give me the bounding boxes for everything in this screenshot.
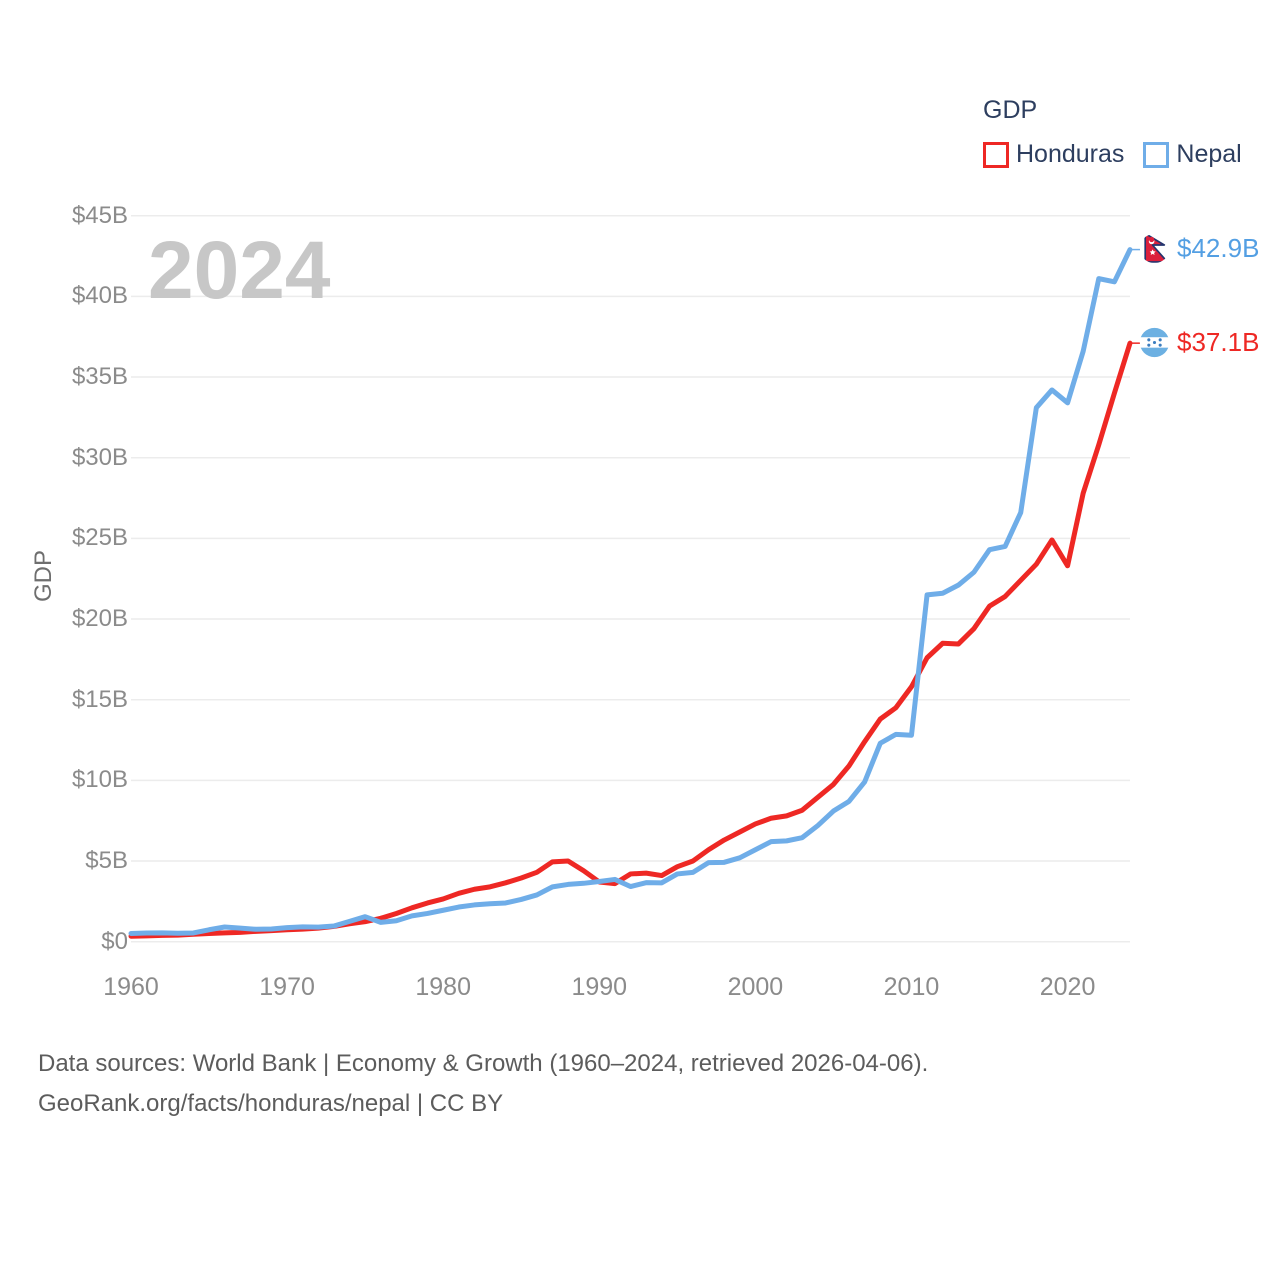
y-tick-label: $0 (101, 927, 128, 955)
legend-items: Honduras Nepal (983, 140, 1242, 169)
end-value-honduras: $37.1B (1177, 327, 1260, 357)
legend-label: Honduras (1016, 140, 1125, 168)
x-tick-label: 2010 (883, 973, 940, 1001)
y-tick-label: $20B (71, 605, 128, 633)
y-tick-label: $5B (85, 847, 128, 875)
series-lines[interactable] (128, 247, 1133, 939)
x-tick-label: 1980 (415, 973, 471, 1001)
y-axis-title: GDP (30, 550, 57, 603)
x-tick-label: 2020 (1039, 973, 1096, 1001)
legend-swatch-honduras (983, 141, 1009, 168)
watermark-year: 2024 (148, 225, 331, 316)
x-tick-label: 2000 (727, 973, 784, 1001)
legend-title: GDP (983, 96, 1038, 124)
x-tick-label: 1970 (259, 973, 315, 1001)
end-label-nepal: $42.9B (1139, 233, 1259, 264)
series-line-honduras[interactable] (128, 340, 1133, 939)
legend-label: Nepal (1176, 140, 1242, 168)
end-label-honduras: $37.1B (1139, 327, 1259, 358)
nepal-flag-icon (1139, 233, 1170, 264)
footer-line1: Data sources: World Bank | Economy & Gro… (38, 1050, 929, 1077)
legend: GDP Honduras Nepal (983, 96, 1242, 169)
honduras-flag-icon (1139, 327, 1170, 358)
y-tick-label: $10B (71, 766, 128, 794)
y-tick-label: $40B (71, 282, 128, 310)
legend-item-nepal[interactable]: Nepal (1143, 140, 1242, 169)
gridlines (131, 214, 1130, 943)
footer: Data sources: World Bank | Economy & Gro… (38, 1044, 928, 1124)
y-tick-label: $30B (71, 443, 128, 471)
legend-item-honduras[interactable]: Honduras (983, 140, 1124, 169)
y-tick-label: $45B (71, 201, 128, 229)
x-tick-label: 1960 (103, 973, 159, 1001)
y-tick-label: $35B (71, 363, 128, 391)
legend-swatch-nepal (1143, 141, 1170, 168)
y-tick-label: $15B (71, 685, 128, 713)
footer-line2: GeoRank.org/facts/honduras/nepal | CC BY (38, 1090, 504, 1117)
y-tick-label: $25B (71, 524, 128, 552)
end-value-nepal: $42.9B (1177, 233, 1260, 263)
x-tick-label: 1990 (571, 973, 628, 1001)
series-line-nepal[interactable] (128, 247, 1133, 936)
